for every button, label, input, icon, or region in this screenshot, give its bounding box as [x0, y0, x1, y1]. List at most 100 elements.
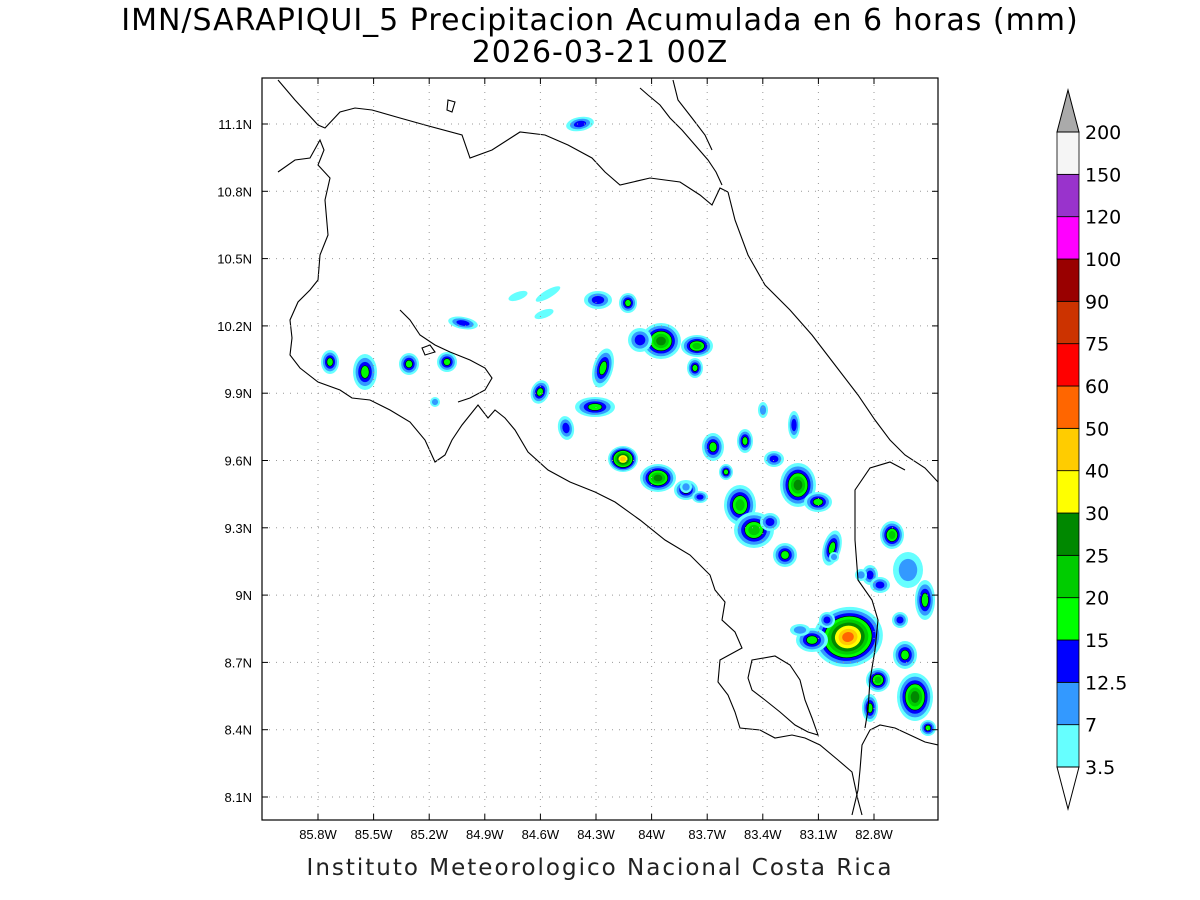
colorbar-below-arrow	[1056, 766, 1080, 811]
precip-cell	[696, 494, 704, 500]
colorbar-swatch	[1056, 512, 1080, 556]
precip-cell	[806, 635, 818, 645]
colorbar-swatch	[1056, 300, 1080, 345]
colorbar-label: 50	[1085, 418, 1109, 440]
precip-cell	[598, 360, 608, 376]
precip-cell	[900, 649, 910, 661]
precip-cell	[898, 558, 918, 582]
precip-cell	[793, 479, 803, 491]
precip-cell	[591, 296, 605, 304]
lon-tick-label: 83.4W	[744, 827, 782, 842]
precip-cell	[924, 724, 932, 732]
precip-cell	[791, 418, 797, 432]
precip-cell	[866, 570, 874, 580]
map-title: IMN/SARAPIQUI_5 Precipitacion Acumulada …	[121, 3, 1079, 38]
lon-tick-label: 85.5W	[355, 827, 393, 842]
precip-cell	[656, 336, 666, 346]
colorbar-swatch	[1056, 427, 1080, 472]
precip-cell	[587, 403, 603, 411]
coastline	[277, 79, 938, 816]
colorbar-swatch	[1056, 343, 1080, 387]
precip-cell	[857, 571, 865, 579]
map-datetime: 2026-03-21 00Z	[471, 35, 729, 70]
colorbar-label: 200	[1085, 122, 1121, 144]
colorbar-label: 120	[1085, 207, 1121, 229]
precip-cell	[910, 691, 920, 703]
lat-tick-label: 11.1N	[218, 117, 252, 132]
precip-cell	[921, 592, 929, 608]
precip-cell	[830, 553, 838, 561]
colorbar-above-arrow	[1056, 88, 1080, 133]
colorbar-label: 75	[1085, 334, 1109, 356]
precip-cell	[874, 676, 882, 684]
lon-tick-label: 83.7W	[688, 827, 726, 842]
precip-cell	[708, 441, 718, 453]
precip-cell	[534, 308, 554, 320]
precip-cell	[326, 357, 334, 367]
precip-cell	[682, 483, 690, 491]
colorbar-swatch	[1056, 597, 1080, 641]
lat-tick-label: 9.9N	[225, 386, 252, 401]
precip-cell	[812, 498, 824, 506]
lon-tick-label: 84.3W	[577, 827, 615, 842]
colorbar-swatch	[1056, 258, 1080, 302]
precip-cell	[456, 320, 470, 326]
colorbar: 3.5 7 12.5 15 20 25 30 40 50 60 75 90 100 120 150 200	[1056, 88, 1127, 811]
precip-cell	[405, 359, 413, 369]
lon-tick-label: 85.8W	[299, 827, 337, 842]
colorbar-swatch	[1056, 385, 1080, 429]
precip-cell	[842, 631, 854, 643]
colorbar-swatch	[1056, 554, 1080, 599]
lon-tick-label: 82.8W	[855, 827, 893, 842]
colorbar-label: 100	[1085, 249, 1121, 271]
lon-tick-label: 83.1W	[800, 827, 838, 842]
lat-tick-label: 9.3N	[225, 521, 252, 536]
precip-cell	[691, 364, 699, 372]
colorbar-swatch	[1056, 131, 1080, 175]
precipitation-field	[321, 116, 936, 736]
lat-tick-label: 9.6N	[225, 454, 252, 469]
precip-cell	[765, 518, 775, 526]
precip-cell	[875, 581, 885, 589]
colorbar-swatch	[1056, 173, 1080, 218]
precip-cell	[735, 499, 745, 511]
colorbar-label: 20	[1085, 588, 1109, 610]
precip-cell	[759, 405, 767, 415]
precip-cell	[741, 436, 749, 446]
colorbar-label: 150	[1085, 164, 1121, 186]
lon-tick-label: 84.9W	[466, 827, 504, 842]
lon-tick-label: 85.2W	[410, 827, 448, 842]
precip-cell	[360, 365, 370, 379]
precip-cell	[653, 474, 663, 482]
colorbar-label: 12.5	[1085, 672, 1127, 694]
precip-cell	[769, 455, 779, 463]
lon-tick-label: 84W	[638, 827, 665, 842]
lon-tick-label: 84.6W	[522, 827, 560, 842]
precip-cell	[888, 531, 896, 539]
precip-cell	[634, 334, 646, 346]
precip-cell	[620, 456, 626, 462]
map-frame	[261, 77, 939, 821]
map-credit: Instituto Meteorologico Nacional Costa R…	[306, 855, 894, 881]
precip-cell	[780, 550, 790, 560]
lat-tick-label: 10.2N	[217, 319, 252, 334]
precip-cell	[748, 524, 760, 536]
precip-cell	[562, 422, 570, 434]
lat-lon-grid	[262, 78, 938, 820]
colorbar-label: 60	[1085, 376, 1109, 398]
colorbar-swatch	[1056, 639, 1080, 683]
colorbar-swatch	[1056, 216, 1080, 260]
colorbar-swatch	[1056, 681, 1080, 726]
precip-cell	[573, 120, 587, 128]
colorbar-label: 3.5	[1085, 757, 1115, 779]
precip-cell	[535, 286, 561, 302]
lat-tick-label: 9N	[235, 588, 252, 603]
colorbar-label: 15	[1085, 630, 1109, 652]
precip-cell	[692, 342, 702, 350]
colorbar-label: 30	[1085, 503, 1109, 525]
precip-cell	[896, 616, 904, 624]
colorbar-swatch	[1056, 470, 1080, 514]
lat-tick-label: 8.7N	[225, 655, 252, 670]
lat-tick-label: 8.1N	[225, 790, 252, 805]
